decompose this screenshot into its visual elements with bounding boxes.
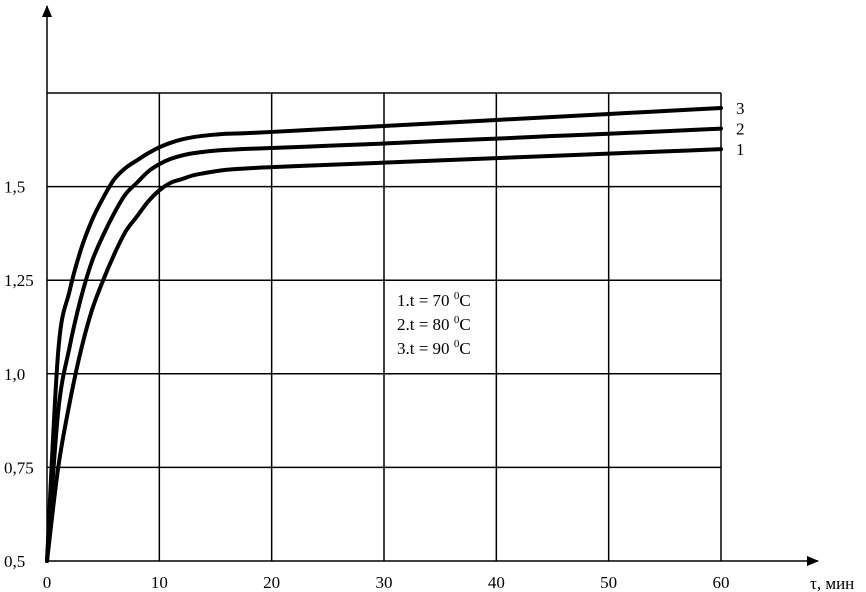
series-line-1 (45, 147, 723, 563)
series-line-3 (45, 105, 723, 563)
series-labels: 12 3 (736, 99, 745, 159)
legend-entry-1: 1.t = 70 0C (397, 290, 471, 310)
series-label-1: 1 (736, 140, 745, 159)
series-label-3: 3 (736, 99, 745, 118)
y-tick-label: 0,5 (4, 552, 25, 571)
y-tick-label: 0,75 (4, 458, 34, 477)
x-tick-label: 60 (713, 573, 730, 592)
grid (47, 92, 722, 561)
y-tick-label: 1,25 (4, 271, 34, 290)
legend-entry-2: 2.t = 80 0C (397, 314, 471, 334)
x-tick-label: 10 (151, 573, 168, 592)
legend-entry-3: 3.t = 90 0C (397, 338, 471, 358)
series-lines (45, 105, 723, 563)
legend: 1.t = 70 0C 2.t = 80 0C 3.t = 90 0C (397, 290, 471, 358)
x-tick-label: 40 (488, 573, 505, 592)
series-label-2: 2 (736, 120, 745, 139)
x-tick-label: 0 (43, 573, 52, 592)
x-axis-label: τ, мин (810, 574, 854, 592)
y-tick-label: 1,5 (4, 178, 25, 197)
x-tick-label: 20 (263, 573, 280, 592)
x-tick-label: 30 (376, 573, 393, 592)
tick-labels: 0 10 20 30 40 50 60 0,5 0,75 1,0 1,25 1,5 (4, 178, 730, 592)
x-tick-label: 50 (600, 573, 617, 592)
y-tick-label: 1,0 (4, 365, 25, 384)
series-line-2 (45, 126, 723, 563)
